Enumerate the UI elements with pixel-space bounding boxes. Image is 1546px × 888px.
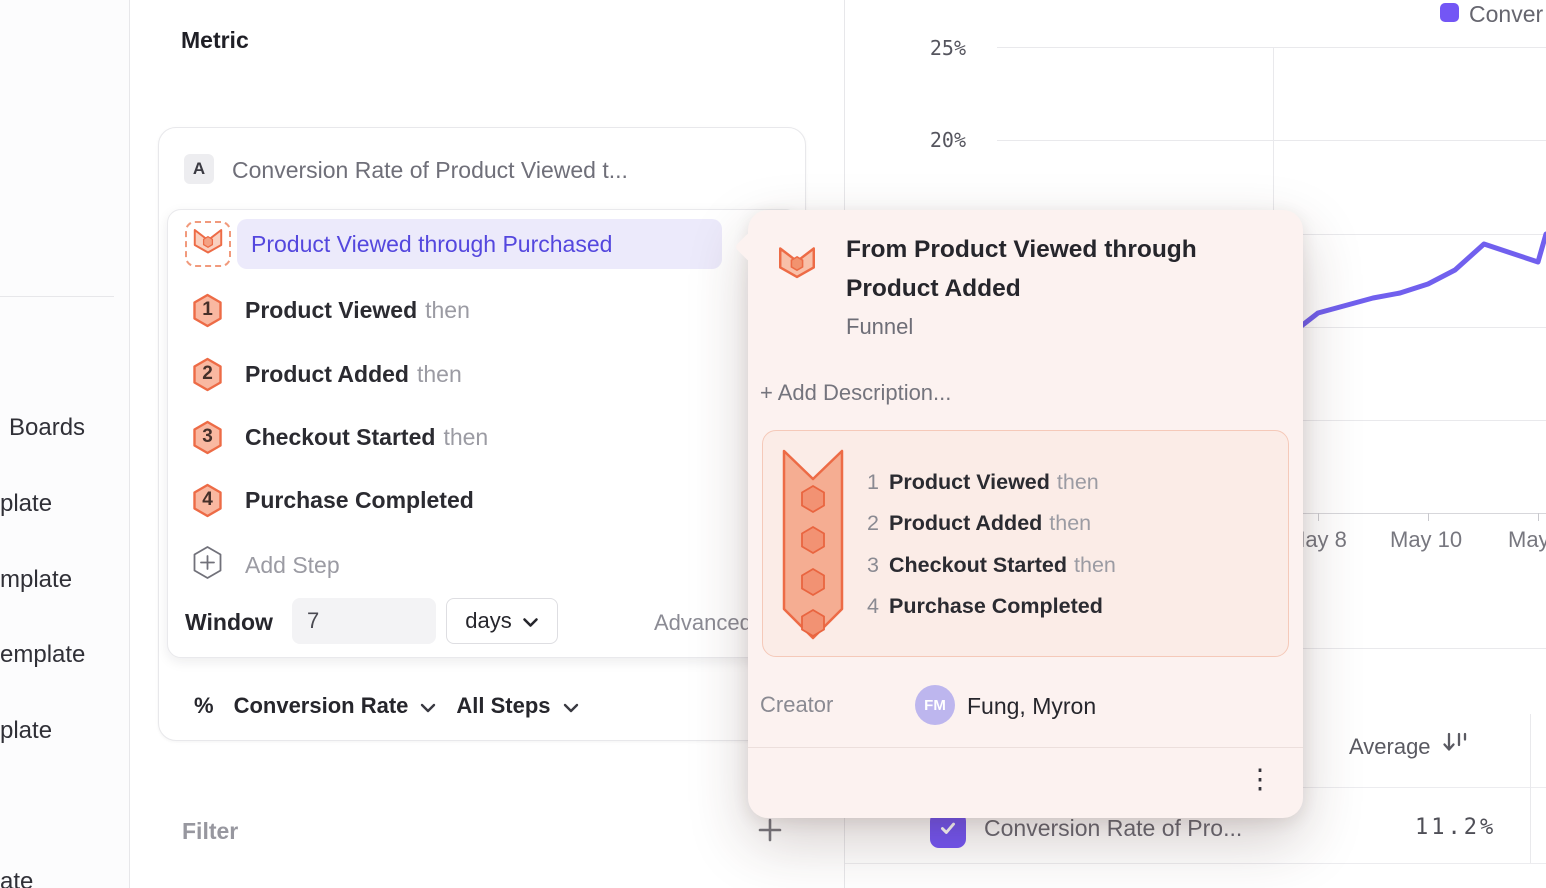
funnel-step-row-1[interactable]: 1 Product Viewed then — [192, 285, 470, 335]
popover-step-3: 3 Checkout Started then — [867, 552, 1116, 577]
step-connector: then — [425, 296, 470, 323]
sidebar: Boards plate mplate emplate plate ate — [0, 0, 130, 888]
metric-card: A Conversion Rate of Product Viewed t...… — [158, 127, 806, 741]
advanced-link[interactable]: Advanced — [654, 610, 752, 635]
creator-avatar: FM — [915, 685, 955, 725]
funnel-icon-dashed-box[interactable] — [185, 221, 231, 267]
plus-icon — [758, 818, 782, 842]
conversion-line-series[interactable] — [995, 35, 1546, 520]
sidebar-item-boards[interactable]: Boards — [9, 414, 86, 441]
measured-as-row: % Conversion Rate All Steps — [194, 688, 579, 724]
table-column-divider — [1530, 714, 1531, 863]
step-number-hex-icon: 2 — [192, 357, 223, 392]
saved-funnel-name: Product Viewed through Purchased — [251, 230, 613, 257]
step-name: Product Viewed — [245, 296, 418, 323]
measure-scope-dropdown[interactable]: All Steps — [456, 693, 551, 718]
window-unit-select[interactable]: days — [446, 598, 558, 644]
popover-step-2: 2 Product Added then — [867, 510, 1092, 535]
sidebar-item-template-3[interactable]: emplate — [0, 641, 86, 668]
creator-label: Creator — [760, 692, 834, 717]
x-axis-label-may12: May 12 — [1508, 527, 1546, 552]
funnel-step-row-4[interactable]: 4 Purchase Completed — [192, 475, 482, 525]
chevron-down-icon[interactable] — [563, 693, 579, 719]
kebab-menu-icon[interactable]: ⋮ — [1246, 764, 1274, 794]
funnel-steps-card: Product Viewed through Purchased 1 Produ… — [167, 209, 799, 658]
legend-swatch — [1440, 3, 1459, 22]
funnel-icon — [193, 228, 223, 260]
popover-step-1: 1 Product Viewed then — [867, 469, 1099, 494]
step-number-hex-icon: 3 — [192, 420, 223, 455]
window-label: Window — [185, 609, 273, 635]
add-step-button[interactable]: Add Step — [192, 540, 340, 590]
x-axis-tick — [1318, 513, 1319, 521]
legend-label[interactable]: Conver — [1469, 1, 1544, 27]
sidebar-item-template-2[interactable]: mplate — [0, 566, 73, 593]
creator-name: Fung, Myron — [967, 693, 1097, 719]
table-row-average-value: 11.2% — [1415, 815, 1497, 840]
add-step-label: Add Step — [245, 551, 340, 578]
step-name: Checkout Started — [245, 423, 436, 450]
table-header-average[interactable]: Average — [1349, 731, 1468, 762]
series-letter-badge: A — [184, 154, 214, 184]
add-filter-button[interactable] — [756, 816, 784, 849]
y-axis-tick-20: 20% — [929, 128, 966, 152]
sidebar-item-template-1[interactable]: plate — [0, 490, 53, 517]
add-step-hex-plus-icon — [192, 545, 223, 585]
funnel-step-row-3[interactable]: 3 Checkout Started then — [192, 412, 488, 462]
gridline-20pct — [997, 140, 1546, 141]
popover-steps-box: 1 Product Viewed then 2 Product Added then 3… — [762, 430, 1289, 657]
check-icon — [938, 818, 958, 843]
step-name: Purchase Completed — [245, 486, 474, 513]
sidebar-item-template-5[interactable]: ate — [0, 868, 34, 888]
step-connector: then — [416, 360, 462, 387]
measure-percent-prefix: % — [194, 693, 214, 718]
chevron-down-icon[interactable] — [420, 693, 436, 719]
x-axis-tick — [1428, 513, 1429, 521]
funnel-details-popover: From Product Viewed through Product Adde… — [734, 210, 1303, 818]
saved-funnel-pill[interactable]: Product Viewed through Purchased — [237, 219, 722, 269]
sidebar-divider — [0, 296, 114, 297]
step-number-hex-icon: 4 — [192, 483, 223, 518]
table-row-border — [845, 863, 1546, 864]
series-checkbox[interactable] — [930, 812, 966, 848]
filter-section-title: Filter — [182, 818, 239, 844]
window-value-input[interactable]: 7 — [292, 598, 436, 644]
measure-type-dropdown[interactable]: Conversion Rate — [233, 693, 409, 718]
sort-descending-icon — [1441, 731, 1468, 762]
sidebar-item-template-4[interactable]: plate — [0, 717, 53, 744]
y-axis-tick-25: 25% — [929, 36, 966, 60]
x-axis-label-may10: May 10 — [1390, 527, 1463, 552]
x-axis-tick — [1538, 513, 1539, 521]
step-connector: then — [443, 423, 489, 450]
metric-section-title: Metric — [181, 27, 249, 53]
add-description-button[interactable]: + Add Description... — [760, 380, 952, 405]
funnel-icon — [778, 246, 816, 285]
series-name[interactable]: Conversion Rate of Product Viewed t... — [232, 157, 628, 183]
funnel-ribbon-icon — [782, 448, 844, 646]
table-row-label[interactable]: Conversion Rate of Pro... — [984, 815, 1243, 841]
step-number-hex-icon: 1 — [192, 293, 223, 328]
chevron-down-icon — [522, 608, 539, 634]
popover-title: From Product Viewed through Product Adde… — [846, 236, 1197, 302]
popover-type-label: Funnel — [846, 314, 914, 339]
popover-step-4: 4 Purchase Completed — [867, 593, 1103, 618]
popover-divider — [748, 747, 1303, 748]
funnel-step-row-2[interactable]: 2 Product Added then — [192, 349, 462, 399]
step-name: Product Added — [245, 360, 409, 387]
gridline-25pct — [997, 47, 1546, 48]
